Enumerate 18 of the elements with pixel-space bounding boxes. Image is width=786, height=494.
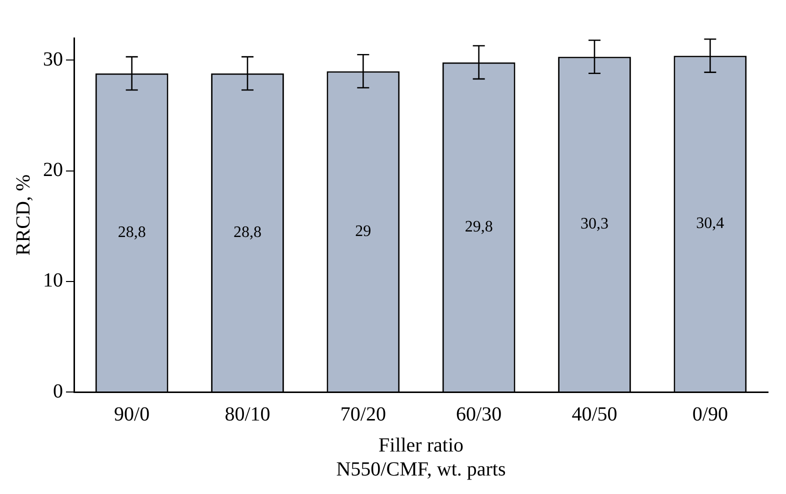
- data-label: 29: [355, 222, 372, 240]
- data-label: 28,8: [234, 224, 262, 241]
- x-tick-label: 40/50: [572, 403, 618, 426]
- x-axis-title: Filler ratio N550/CMF, wt. parts: [336, 434, 506, 480]
- y-axis-title: RRCD, %: [12, 174, 34, 256]
- x-tick-label: 0/90: [692, 403, 728, 426]
- x-tick-label: 90/0: [114, 403, 150, 426]
- y-tick-label: 20: [43, 159, 63, 181]
- y-tick-label: 0: [53, 380, 63, 402]
- y-tick-label: 10: [43, 270, 63, 292]
- data-label: 29,8: [464, 218, 493, 236]
- x-tick-label: 60/30: [456, 403, 502, 426]
- x-tick-label: 70/20: [340, 403, 386, 426]
- data-label: 28,8: [118, 224, 146, 241]
- x-tick-label: 80/10: [224, 403, 270, 426]
- data-label: 30,4: [696, 215, 724, 232]
- y-tick-label: 30: [43, 48, 63, 70]
- data-label: 30,3: [580, 216, 608, 233]
